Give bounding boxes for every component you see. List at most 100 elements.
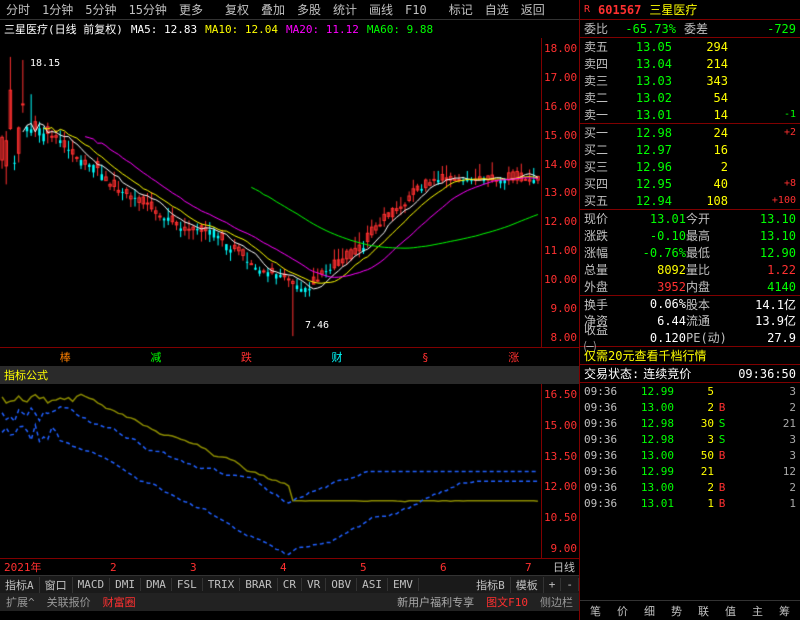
ind-window[interactable]: 窗口: [40, 577, 73, 593]
info-row: 总量8092量比1.22: [580, 261, 800, 278]
stock-info-grid: 现价13.01今开13.10涨跌-0.10最高13.10涨幅-0.76%最低12…: [580, 210, 800, 347]
order-row: 买三12.962: [580, 158, 800, 175]
stock-header: R 601567 三星医疗: [580, 0, 800, 20]
stock-name: 三星医疗: [649, 1, 697, 18]
promo-banner[interactable]: 仅需20元查看千档行情: [580, 347, 800, 365]
info-row: 换手0.06%股本14.1亿: [580, 295, 800, 312]
ind-a[interactable]: 指标A: [0, 577, 40, 593]
tx-row: 09:3612.983S3: [580, 431, 800, 447]
ind-macd[interactable]: MACD: [73, 578, 111, 591]
r-icon: R: [584, 4, 590, 15]
trading-status: 交易状态: 连续竞价 09:36:50: [580, 365, 800, 383]
tx-row: 09:3613.002B2: [580, 479, 800, 495]
ma5-label: MA5: 12.83: [131, 23, 197, 36]
order-row: 卖一13.0114-1: [580, 106, 800, 123]
indicator-tabs: 指标A 窗口 MACD DMI DMA FSL TRIX BRAR CR VR …: [0, 575, 579, 593]
ind-dmi[interactable]: DMI: [110, 578, 141, 591]
tab-fav[interactable]: 自选: [481, 1, 513, 18]
ind-trix[interactable]: TRIX: [203, 578, 241, 591]
stock-code: 601567: [598, 3, 641, 17]
status-wealth[interactable]: 财富圈: [97, 594, 142, 610]
order-row: 卖三13.03343: [580, 72, 800, 89]
sub-y-axis: 16.5015.0013.50 12.0010.509.00: [541, 384, 579, 559]
status-f10[interactable]: 图文F10: [480, 594, 534, 610]
ma20-label: MA20: 11.12: [286, 23, 359, 36]
chart-title: 三星医疗(日线 前复权): [4, 21, 123, 37]
tx-row: 09:3612.9953: [580, 383, 800, 399]
tab-more[interactable]: 更多: [175, 1, 207, 18]
ind-obv[interactable]: OBV: [326, 578, 357, 591]
info-row: 涨跌-0.10最高13.10: [580, 227, 800, 244]
status-bar: 扩展^ 关联报价 财富圈 新用户福利专享 图文F10 侧边栏: [0, 593, 579, 611]
rtab-zhi[interactable]: 值: [717, 603, 744, 619]
rtab-lian[interactable]: 联: [690, 603, 717, 619]
ma60-label: MA60: 9.88: [367, 23, 433, 36]
order-row: 卖二13.0254: [580, 89, 800, 106]
rtab-jia[interactable]: 价: [609, 603, 636, 619]
info-row: 收益㈠0.120PE(动)27.9: [580, 329, 800, 346]
ind-minus-icon[interactable]: -: [561, 578, 579, 591]
tab-15min[interactable]: 15分钟: [124, 1, 170, 18]
order-row: 卖四13.04214: [580, 55, 800, 72]
rtab-shi[interactable]: 势: [663, 603, 690, 619]
order-row: 买二12.9716: [580, 141, 800, 158]
rtab-xi[interactable]: 细: [636, 603, 663, 619]
ind-plus-icon[interactable]: +: [544, 578, 562, 591]
transaction-log: 09:3612.995309:3613.002B209:3612.9830S21…: [580, 383, 800, 600]
ind-brar[interactable]: BRAR: [240, 578, 278, 591]
status-newuser[interactable]: 新用户福利专享: [391, 594, 480, 610]
tx-row: 09:3613.0050B3: [580, 447, 800, 463]
ma10-label: MA10: 12.04: [205, 23, 278, 36]
rtab-zhu[interactable]: 主: [744, 603, 771, 619]
status-extend[interactable]: 扩展^: [0, 594, 41, 610]
order-row: 买五12.94108+100: [580, 192, 800, 209]
ind-fsl[interactable]: FSL: [172, 578, 203, 591]
order-row: 买一12.9824+2: [580, 124, 800, 141]
commit-ratio-row: 委比 -65.73% 委差 -729: [580, 20, 800, 38]
ind-emv[interactable]: EMV: [388, 578, 419, 591]
formula-bar[interactable]: 指标公式: [0, 366, 579, 384]
info-row: 涨幅-0.76%最低12.90: [580, 244, 800, 261]
tab-back[interactable]: 返回: [517, 1, 549, 18]
info-row: 现价13.01今开13.10: [580, 210, 800, 227]
time-axis: 2021年 2 3 4 5 6 7 日线: [0, 559, 579, 575]
tab-multi[interactable]: 多股: [293, 1, 325, 18]
tab-f10[interactable]: F10: [401, 3, 431, 17]
tab-1min[interactable]: 1分钟: [38, 1, 77, 18]
sell-orders: 卖五13.05294卖四13.04214卖三13.03343卖二13.0254卖…: [580, 38, 800, 124]
buy-orders: 买一12.9824+2买二12.9716买三12.962买四12.9540+8买…: [580, 124, 800, 210]
main-candlestick-chart[interactable]: 18.15 7.46 18.0017.0016.00 15.0014.0013.…: [0, 38, 579, 348]
status-related[interactable]: 关联报价: [41, 594, 97, 610]
rtab-bi[interactable]: 笔: [582, 603, 609, 619]
ind-vr[interactable]: VR: [302, 578, 326, 591]
sub-indicator-chart[interactable]: 16.5015.0013.50 12.0010.509.00: [0, 384, 579, 559]
tab-draw[interactable]: 画线: [365, 1, 397, 18]
rtab-chou[interactable]: 筹: [771, 603, 798, 619]
annotation-bar: 棒 减 跌 财 § 涨: [0, 348, 579, 366]
tx-row: 09:3612.9830S21: [580, 415, 800, 431]
tx-row: 09:3613.002B2: [580, 399, 800, 415]
tab-mark[interactable]: 标记: [445, 1, 477, 18]
main-y-axis: 18.0017.0016.00 15.0014.0013.00 12.0011.…: [541, 38, 579, 348]
order-row: 买四12.9540+8: [580, 175, 800, 192]
tab-5min[interactable]: 5分钟: [81, 1, 120, 18]
ind-cr[interactable]: CR: [278, 578, 302, 591]
chart-header: 三星医疗(日线 前复权) MA5: 12.83 MA10: 12.04 MA20…: [0, 20, 579, 38]
tab-overlay[interactable]: 叠加: [257, 1, 289, 18]
ind-dma[interactable]: DMA: [141, 578, 172, 591]
info-row: 外盘3952内盘4140: [580, 278, 800, 295]
status-sidebar[interactable]: 侧边栏: [534, 594, 579, 610]
tx-row: 09:3612.992112: [580, 463, 800, 479]
right-bottom-tabs: 笔 价 细 势 联 值 主 筹: [580, 600, 800, 620]
tab-fuquan[interactable]: 复权: [221, 1, 253, 18]
tx-row: 09:3613.011B1: [580, 495, 800, 511]
ind-b[interactable]: 指标B: [471, 577, 511, 593]
tab-fenshi[interactable]: 分时: [2, 1, 34, 18]
ind-asi[interactable]: ASI: [357, 578, 388, 591]
tab-stats[interactable]: 统计: [329, 1, 361, 18]
ind-template[interactable]: 模板: [511, 577, 544, 593]
order-row: 卖五13.05294: [580, 38, 800, 55]
price-high-label: 18.15: [30, 58, 60, 69]
top-tab-bar: 分时 1分钟 5分钟 15分钟 更多 复权 叠加 多股 统计 画线 F10 标记…: [0, 0, 579, 20]
price-low-label: 7.46: [305, 320, 329, 331]
